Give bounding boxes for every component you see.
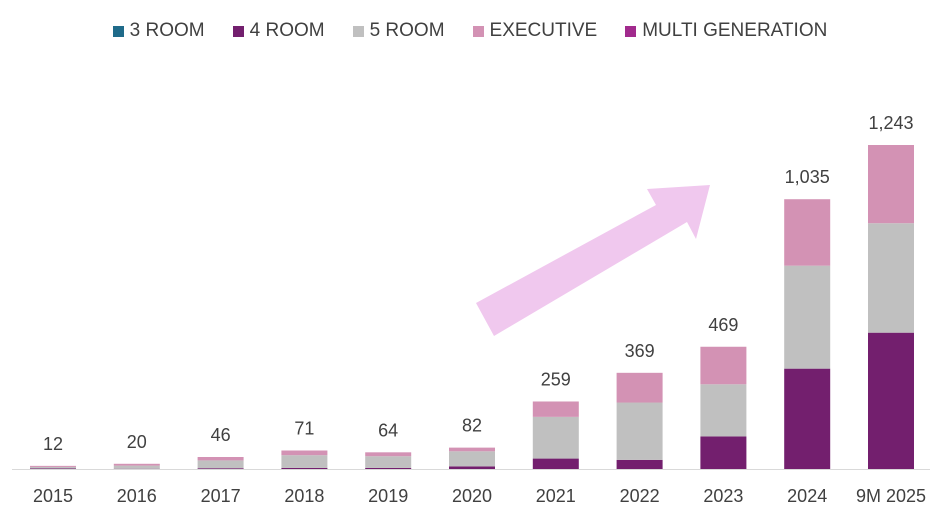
legend-label: 5 ROOM (369, 20, 445, 41)
legend-label: EXECUTIVE (489, 20, 598, 41)
bar-segment (784, 265, 831, 369)
legend-swatch (352, 25, 364, 37)
legend-swatch (625, 25, 637, 37)
bar-total-label: 259 (541, 369, 571, 389)
x-tick-label: 2015 (33, 486, 73, 506)
bar-segment (197, 457, 244, 461)
bar-total-label: 1,243 (868, 113, 913, 133)
legend-swatch (472, 25, 484, 37)
legend-item: MULTI GENERATION (625, 20, 827, 42)
bar-total-label: 71 (294, 418, 314, 438)
bar-segment (197, 460, 244, 469)
bar-segment (449, 451, 495, 467)
bar-segment (449, 466, 495, 469)
bar-segment (784, 368, 831, 469)
x-tick-label: 2020 (452, 486, 492, 506)
x-tick-label: 2018 (284, 486, 324, 506)
bar-segment (868, 332, 914, 469)
bar-total-label: 1,035 (785, 167, 830, 187)
x-tick-label: 9M 2025 (856, 486, 926, 506)
bar-segment (365, 456, 412, 468)
bar-segment (700, 346, 747, 385)
bar-total-label: 469 (708, 315, 738, 335)
bar-segment (365, 452, 412, 457)
bar-segment (616, 402, 663, 460)
bar-segment (616, 372, 663, 403)
x-tick-label: 2021 (536, 486, 576, 506)
bar-segment (281, 455, 328, 468)
legend-swatch (112, 25, 124, 37)
bar-segment (784, 199, 831, 266)
x-tick-label: 2019 (368, 486, 408, 506)
bar-segment (532, 416, 579, 459)
bar-total-label: 64 (378, 420, 398, 440)
legend-item: 5 ROOM (352, 20, 445, 42)
bar-segment (532, 401, 579, 417)
legend-label: MULTI GENERATION (642, 20, 828, 41)
bar-segment (365, 467, 412, 469)
bar-total-label: 12 (43, 434, 63, 454)
legend-label: 3 ROOM (129, 20, 205, 41)
x-tick-label: 2016 (117, 486, 157, 506)
x-tick-label: 2017 (201, 486, 241, 506)
bar-total-label: 369 (625, 341, 655, 361)
x-tick-label: 2022 (620, 486, 660, 506)
bar-segment (532, 458, 579, 469)
bar-segment (449, 447, 495, 452)
legend-swatch (232, 25, 244, 37)
trend-arrow (476, 185, 710, 336)
bar-segment (197, 468, 244, 469)
bar-segment (113, 463, 160, 466)
chart-legend: 3 ROOM 4 ROOM 5 ROOM EXECUTIVE MULTI GENERAT… (0, 20, 940, 42)
x-tick-label: 2024 (787, 486, 827, 506)
legend-item: 4 ROOM (232, 20, 325, 42)
bar-segment (700, 436, 747, 469)
bar-segment (30, 468, 76, 469)
bar-segment (30, 466, 76, 469)
bar-total-label: 20 (127, 432, 147, 452)
bar-segment (113, 465, 160, 469)
legend-label: 4 ROOM (249, 20, 325, 41)
x-tick-label: 2023 (703, 486, 743, 506)
bar-segment (616, 459, 663, 469)
bar-total-label: 46 (211, 425, 231, 445)
bar-segment (30, 465, 76, 467)
bar-segment (700, 384, 747, 437)
legend-item: 3 ROOM (112, 20, 205, 42)
legend-item: EXECUTIVE (472, 20, 598, 42)
bar-segment (868, 145, 914, 224)
bar-total-label: 82 (462, 416, 482, 436)
bar-segment (281, 467, 328, 469)
bar-segment (868, 223, 914, 333)
bar-segment (281, 450, 328, 456)
